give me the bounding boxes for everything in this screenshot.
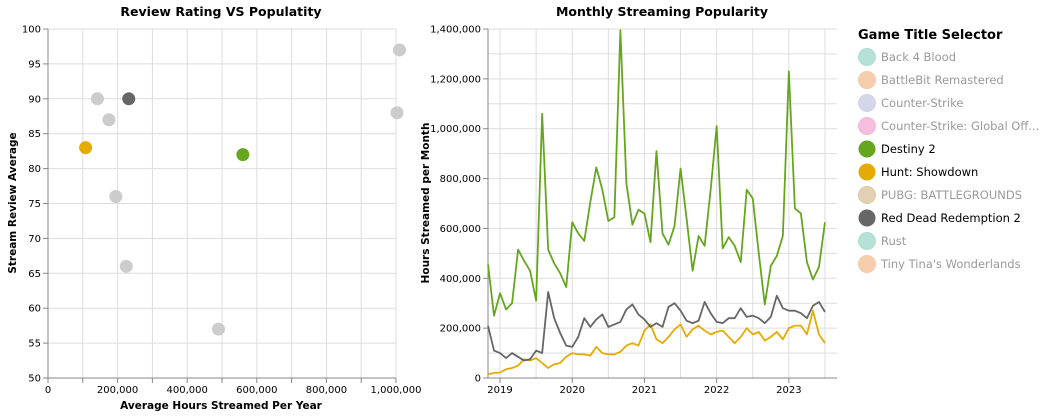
legend-item[interactable]: Rust — [858, 232, 907, 250]
scatter-x-tick-label: 800,000 — [306, 385, 347, 396]
legend-label: Rust — [881, 234, 907, 248]
legend-label: BattleBit Remastered — [881, 73, 1004, 87]
scatter-x-tick-label: 0 — [45, 385, 51, 396]
legend-item[interactable]: Counter-Strike — [858, 94, 964, 112]
scatter-y-tick-label: 65 — [28, 269, 41, 280]
legend-swatch — [858, 117, 876, 135]
legend-item[interactable]: Tiny Tina's Wonderlands — [858, 255, 1021, 273]
scatter-y-tick-label: 85 — [28, 129, 41, 140]
scatter-y-tick-label: 60 — [28, 304, 41, 315]
legend-swatch — [858, 209, 876, 227]
legend-label: Tiny Tina's Wonderlands — [880, 257, 1021, 271]
legend-items[interactable]: Back 4 Blood BattleBit Remastered Counter-… — [858, 48, 1040, 273]
line-y-tick-label: 200,000 — [440, 324, 481, 335]
scatter-x-tick-label: 1,000,000 — [371, 385, 422, 396]
legend-swatch — [858, 48, 876, 66]
scatter-y-tick-label: 75 — [28, 199, 41, 210]
scatter-y-axis-title: Stream Review Average — [7, 132, 19, 273]
scatter-y-tick-label: 100 — [22, 25, 41, 36]
line-y-tick-label: 400,000 — [440, 274, 481, 285]
legend-swatch — [858, 186, 876, 204]
legend-item[interactable]: Red Dead Redemption 2 — [858, 209, 1021, 227]
legend-label: Hunt: Showdown — [881, 165, 978, 179]
legend-item[interactable]: PUBG: BATTLEGROUNDS — [858, 186, 1023, 204]
game-title-legend[interactable]: Game Title Selector Back 4 Blood BattleBi… — [858, 28, 1039, 273]
line-x-tick-label: 2019 — [487, 385, 512, 396]
legend-swatch — [858, 232, 876, 250]
line-y-tick-label: 1,400,000 — [430, 25, 481, 36]
legend-swatch — [858, 163, 876, 181]
legend-item[interactable]: Hunt: Showdown — [858, 163, 979, 181]
line-y-axis-title: Hours Streamed per Month — [420, 123, 432, 284]
scatter-title: Review Rating VS Populatity — [120, 4, 321, 19]
line-title: Monthly Streaming Popularity — [556, 4, 768, 19]
line-y-tick-label: 600,000 — [440, 224, 481, 235]
scatter-y-tick-label: 95 — [28, 59, 41, 70]
legend-item[interactable]: Destiny 2 — [858, 140, 936, 158]
line-y-tick-label: 1,000,000 — [430, 124, 481, 135]
scatter-y-tick-label: 70 — [28, 234, 41, 245]
line-x-tick-label: 2023 — [776, 385, 801, 396]
line-x-tick-label: 2021 — [632, 385, 657, 396]
line-series-path[interactable] — [487, 29, 826, 317]
line-y-tick-label: 1,200,000 — [430, 74, 481, 85]
scatter-y-tick-label: 55 — [28, 339, 41, 350]
scatter-panel: Review Rating VS Populatity 0 200,000 400,… — [7, 4, 421, 412]
scatter-point[interactable] — [390, 106, 404, 120]
line-series-path[interactable] — [487, 309, 826, 376]
legend-label: Red Dead Redemption 2 — [881, 211, 1021, 225]
scatter-points[interactable] — [79, 43, 406, 336]
scatter-point[interactable] — [122, 92, 136, 106]
legend-label: PUBG: BATTLEGROUNDS — [881, 188, 1022, 202]
legend-item[interactable]: Back 4 Blood — [858, 48, 957, 66]
legend-item[interactable]: BattleBit Remastered — [858, 71, 1004, 89]
line-y-tick-label: 0 — [475, 374, 481, 385]
scatter-x-axis-title: Average Hours Streamed Per Year — [120, 400, 323, 412]
legend-swatch — [858, 71, 876, 89]
line-series[interactable] — [487, 29, 826, 376]
legend-swatch — [858, 140, 876, 158]
scatter-point[interactable] — [79, 141, 93, 155]
line-axes: 2019 2020 2021 2022 2023 0 200,000 400,000 600,0… — [430, 25, 837, 396]
scatter-point[interactable] — [102, 113, 116, 127]
scatter-axes: 0 200,000 400,000 600,000 800,000 1,000,000 50… — [22, 25, 422, 397]
scatter-x-tick-label: 400,000 — [167, 385, 208, 396]
line-series-path[interactable] — [487, 291, 826, 362]
line-y-tick-label: 800,000 — [440, 174, 481, 185]
legend-label: Destiny 2 — [881, 142, 936, 156]
scatter-y-tick-label: 50 — [28, 374, 41, 385]
scatter-y-tick-label: 90 — [28, 94, 41, 105]
legend-swatch — [858, 255, 876, 273]
scatter-point[interactable] — [90, 92, 104, 106]
scatter-point[interactable] — [236, 148, 250, 162]
legend-label: Counter-Strike — [881, 96, 963, 110]
scatter-x-tick-label: 600,000 — [236, 385, 277, 396]
scatter-x-tick-label: 200,000 — [97, 385, 138, 396]
scatter-point[interactable] — [109, 190, 123, 204]
legend-swatch — [858, 94, 876, 112]
scatter-point[interactable] — [212, 322, 226, 336]
legend-item[interactable]: Counter-Strike: Global Off... — [858, 117, 1040, 135]
line-x-tick-label: 2020 — [560, 385, 585, 396]
scatter-point[interactable] — [119, 259, 133, 273]
line-x-tick-label: 2022 — [704, 385, 729, 396]
legend-label: Back 4 Blood — [881, 50, 956, 64]
line-panel: Monthly Streaming Popularity 2019 2020 202… — [420, 4, 837, 396]
scatter-y-tick-label: 80 — [28, 164, 41, 175]
legend-title: Game Title Selector — [858, 28, 1003, 43]
legend-label: Counter-Strike: Global Off... — [881, 119, 1039, 133]
scatter-point[interactable] — [392, 43, 406, 57]
